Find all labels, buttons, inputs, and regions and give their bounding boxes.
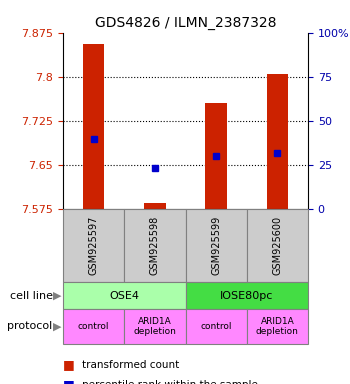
Text: percentile rank within the sample: percentile rank within the sample: [82, 380, 258, 384]
Bar: [83, 45, 104, 209]
Title: GDS4826 / ILMN_2387328: GDS4826 / ILMN_2387328: [95, 16, 276, 30]
Text: OSE4: OSE4: [109, 291, 139, 301]
Text: GSM925600: GSM925600: [272, 216, 282, 275]
Text: IOSE80pc: IOSE80pc: [220, 291, 273, 301]
Bar: [267, 74, 288, 209]
Text: cell line: cell line: [9, 291, 52, 301]
Text: transformed count: transformed count: [82, 360, 180, 370]
Text: ▶: ▶: [53, 321, 61, 331]
Bar: [205, 103, 227, 209]
Text: control: control: [78, 322, 109, 331]
Bar: [144, 204, 166, 209]
Text: ARID1A
depletion: ARID1A depletion: [133, 317, 176, 336]
Text: ■: ■: [63, 378, 75, 384]
Text: GSM925597: GSM925597: [89, 216, 99, 275]
Text: ARID1A
depletion: ARID1A depletion: [256, 317, 299, 336]
Text: ▶: ▶: [53, 291, 61, 301]
Text: GSM925598: GSM925598: [150, 216, 160, 275]
Text: protocol: protocol: [7, 321, 52, 331]
Text: GSM925599: GSM925599: [211, 216, 221, 275]
Text: control: control: [201, 322, 232, 331]
Text: ■: ■: [63, 358, 75, 371]
